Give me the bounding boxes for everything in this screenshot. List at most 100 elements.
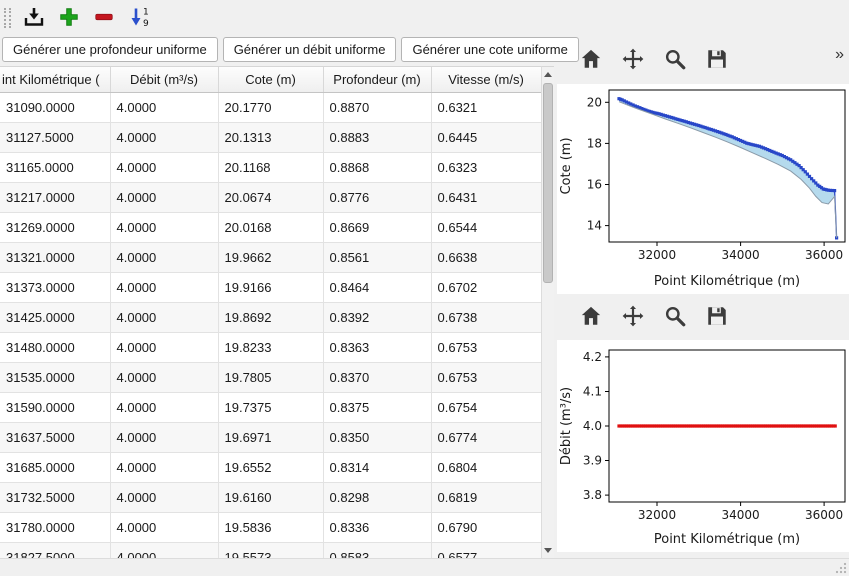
table-cell[interactable]: 0.6738 — [431, 302, 541, 333]
debit-chart[interactable]: 32000 34000 36000 3.8 3.9 4.0 4.1 4.2 Point Kilo… — [557, 340, 849, 552]
table-cell[interactable]: 20.1168 — [218, 152, 324, 183]
table-cell[interactable]: 0.8669 — [323, 212, 432, 243]
table-cell[interactable]: 4.0000 — [110, 452, 219, 483]
remove-row-button[interactable] — [90, 4, 118, 32]
table-cell[interactable]: 0.6804 — [431, 452, 541, 483]
plot-save-button-2[interactable] — [703, 303, 731, 331]
toolbar-overflow-button[interactable]: » — [835, 46, 844, 63]
table-cell[interactable]: 19.6160 — [218, 482, 324, 513]
table-cell[interactable]: 4.0000 — [110, 482, 219, 513]
table-cell[interactable]: 0.6323 — [431, 152, 541, 183]
table-cell[interactable]: 19.6552 — [218, 452, 324, 483]
table-cell[interactable]: 0.6753 — [431, 332, 541, 363]
plot-zoom-button[interactable] — [661, 46, 689, 74]
table-cell[interactable]: 0.8392 — [323, 302, 432, 333]
table-cell[interactable]: 4.0000 — [110, 272, 219, 303]
table-cell[interactable]: 31590.0000 — [0, 392, 111, 423]
plot-pan-button[interactable] — [619, 46, 647, 74]
scrollbar-thumb[interactable] — [543, 83, 553, 283]
table-cell[interactable]: 19.7805 — [218, 362, 324, 393]
table-cell[interactable]: 0.6790 — [431, 512, 541, 543]
add-row-button[interactable] — [55, 4, 83, 32]
table-cell[interactable]: 0.8375 — [323, 392, 432, 423]
cote-chart[interactable]: 32000 34000 36000 14 16 18 20 Point Kilométriqu… — [557, 84, 849, 294]
generate-uniform-level-button[interactable]: Générer une cote uniforme — [401, 37, 579, 62]
table-cell[interactable]: 20.1770 — [218, 92, 324, 123]
table-cell[interactable]: 31217.0000 — [0, 182, 111, 213]
table-cell[interactable]: 4.0000 — [110, 152, 219, 183]
table-cell[interactable]: 0.6774 — [431, 422, 541, 453]
table-cell[interactable]: 4.0000 — [110, 362, 219, 393]
table-cell[interactable]: 0.8868 — [323, 152, 432, 183]
plot-home-button-2[interactable] — [577, 303, 605, 331]
table-cell[interactable]: 0.6544 — [431, 212, 541, 243]
table-cell[interactable]: 19.8692 — [218, 302, 324, 333]
table-cell[interactable]: 31165.0000 — [0, 152, 111, 183]
table-cell[interactable]: 0.8298 — [323, 482, 432, 513]
table-cell[interactable]: 31637.5000 — [0, 422, 111, 453]
table-cell[interactable]: 0.8314 — [323, 452, 432, 483]
table-cell[interactable]: 0.8363 — [323, 332, 432, 363]
table-cell[interactable]: 20.0674 — [218, 182, 324, 213]
table-vertical-scrollbar[interactable] — [541, 66, 554, 558]
table-cell[interactable]: 20.0168 — [218, 212, 324, 243]
table-cell[interactable]: 19.7375 — [218, 392, 324, 423]
table-cell[interactable]: 0.6753 — [431, 362, 541, 393]
table-cell[interactable]: 4.0000 — [110, 212, 219, 243]
table-cell[interactable]: 31827.5000 — [0, 542, 111, 558]
table-cell[interactable]: 20.1313 — [218, 122, 324, 153]
table-cell[interactable]: 19.5836 — [218, 512, 324, 543]
resize-grip-icon[interactable] — [835, 562, 847, 574]
table-cell[interactable]: 31321.0000 — [0, 242, 111, 273]
table-cell[interactable]: 0.8350 — [323, 422, 432, 453]
table-cell[interactable]: 0.8883 — [323, 122, 432, 153]
table-cell[interactable]: 31685.0000 — [0, 452, 111, 483]
table-cell[interactable]: 4.0000 — [110, 422, 219, 453]
table-cell[interactable]: 0.6754 — [431, 392, 541, 423]
import-button[interactable] — [20, 4, 48, 32]
table-cell[interactable]: 0.8561 — [323, 242, 432, 273]
generate-uniform-depth-button[interactable]: Générer une profondeur uniforme — [2, 37, 218, 62]
table-cell[interactable]: 0.8583 — [323, 542, 432, 558]
table-cell[interactable]: 31373.0000 — [0, 272, 111, 303]
table-cell[interactable]: 19.5573 — [218, 542, 324, 558]
column-header-debit[interactable]: Débit (m³/s) — [110, 67, 219, 93]
scrollbar-up-button[interactable] — [542, 67, 554, 82]
table-cell[interactable]: 0.8370 — [323, 362, 432, 393]
column-header-profondeur[interactable]: Profondeur (m) — [323, 67, 432, 93]
table-cell[interactable]: 4.0000 — [110, 512, 219, 543]
table-cell[interactable]: 0.8464 — [323, 272, 432, 303]
table-cell[interactable]: 4.0000 — [110, 392, 219, 423]
scrollbar-down-button[interactable] — [542, 543, 554, 558]
table-cell[interactable]: 0.6638 — [431, 242, 541, 273]
plot-zoom-button-2[interactable] — [661, 303, 689, 331]
table-cell[interactable]: 31090.0000 — [0, 92, 111, 123]
table-cell[interactable]: 19.9166 — [218, 272, 324, 303]
toolbar-grip[interactable] — [4, 8, 11, 28]
table-cell[interactable]: 19.6971 — [218, 422, 324, 453]
table-cell[interactable]: 19.8233 — [218, 332, 324, 363]
table-cell[interactable]: 0.6431 — [431, 182, 541, 213]
table-cell[interactable]: 4.0000 — [110, 542, 219, 558]
table-cell[interactable]: 31780.0000 — [0, 512, 111, 543]
plot-pan-button-2[interactable] — [619, 303, 647, 331]
table-cell[interactable]: 0.6819 — [431, 482, 541, 513]
plot-home-button[interactable] — [577, 46, 605, 74]
table-cell[interactable]: 0.6577 — [431, 542, 541, 558]
table-cell[interactable]: 31535.0000 — [0, 362, 111, 393]
table-cell[interactable]: 31732.5000 — [0, 482, 111, 513]
table-cell[interactable]: 4.0000 — [110, 182, 219, 213]
column-header-cote[interactable]: Cote (m) — [218, 67, 324, 93]
table-cell[interactable]: 4.0000 — [110, 302, 219, 333]
plot-save-button[interactable] — [703, 46, 731, 74]
table-cell[interactable]: 31127.5000 — [0, 122, 111, 153]
table-cell[interactable]: 19.9662 — [218, 242, 324, 273]
sort-rows-button[interactable]: 1 9 — [125, 4, 153, 32]
table-cell[interactable]: 0.6702 — [431, 272, 541, 303]
table-cell[interactable]: 0.6445 — [431, 122, 541, 153]
table-cell[interactable]: 0.8776 — [323, 182, 432, 213]
generate-uniform-flow-button[interactable]: Générer un débit uniforme — [222, 37, 397, 62]
table-cell[interactable]: 4.0000 — [110, 122, 219, 153]
table-cell[interactable]: 0.8870 — [323, 92, 432, 123]
table-cell[interactable]: 4.0000 — [110, 332, 219, 363]
